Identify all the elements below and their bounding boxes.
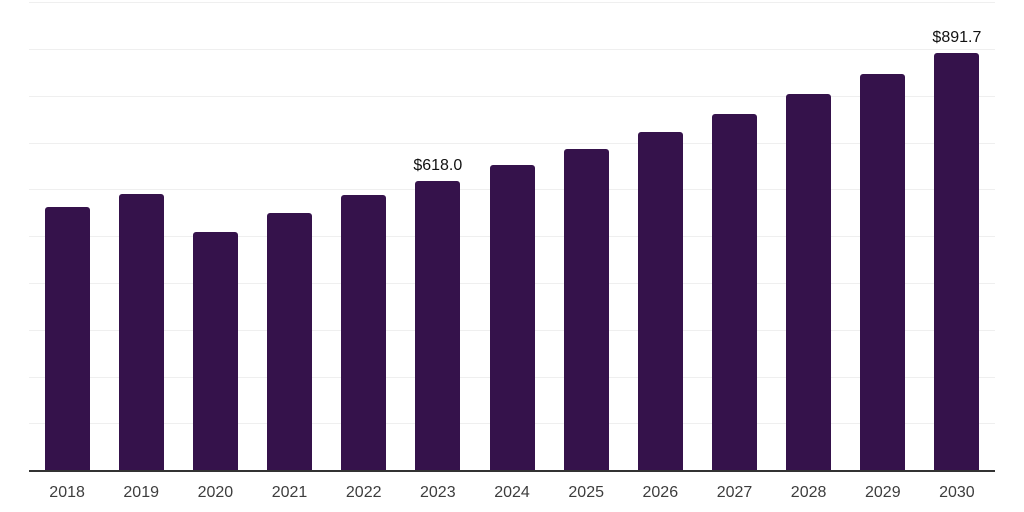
- bar-2020: [192, 231, 238, 470]
- x-axis-label-2018: 2018: [49, 484, 85, 501]
- x-axis-label-2020: 2020: [197, 484, 234, 501]
- bar-value-label-2030: $891.7: [932, 29, 982, 46]
- bar-2022: [341, 194, 387, 470]
- gridline-800: [29, 95, 995, 97]
- gridline-700: [29, 142, 995, 144]
- x-axis-label-2019: 2019: [123, 484, 159, 501]
- gridline-1000: [29, 2, 995, 4]
- bar-2030: [934, 53, 980, 470]
- x-axis-label-2024: 2024: [494, 484, 530, 501]
- x-axis-label-2023: 2023: [420, 484, 456, 501]
- x-axis-line: [29, 470, 995, 472]
- bar-2027: [712, 113, 757, 470]
- x-axis-label-2030: 2030: [939, 484, 975, 501]
- bar-2025: [563, 149, 609, 470]
- x-axis-label-2028: 2028: [790, 484, 827, 501]
- x-axis-label-2029: 2029: [865, 484, 901, 501]
- bar-2018: [44, 206, 90, 470]
- bar-2019: [118, 193, 164, 470]
- bar-2026: [637, 131, 683, 470]
- bar-2028: [786, 94, 832, 470]
- x-axis-label-2025: 2025: [568, 484, 604, 501]
- bar-2024: [489, 165, 535, 470]
- x-axis-label-2021: 2021: [271, 484, 308, 501]
- gridline-900: [29, 49, 995, 51]
- bar-value-label-2023: $618.0: [413, 157, 463, 174]
- bar-2029: [860, 74, 906, 470]
- x-axis-label-2026: 2026: [642, 484, 679, 501]
- x-axis-label-2022: 2022: [345, 484, 382, 501]
- bar-2023: [415, 181, 461, 470]
- x-axis-label-2027: 2027: [716, 484, 753, 501]
- bar-2021: [267, 213, 312, 470]
